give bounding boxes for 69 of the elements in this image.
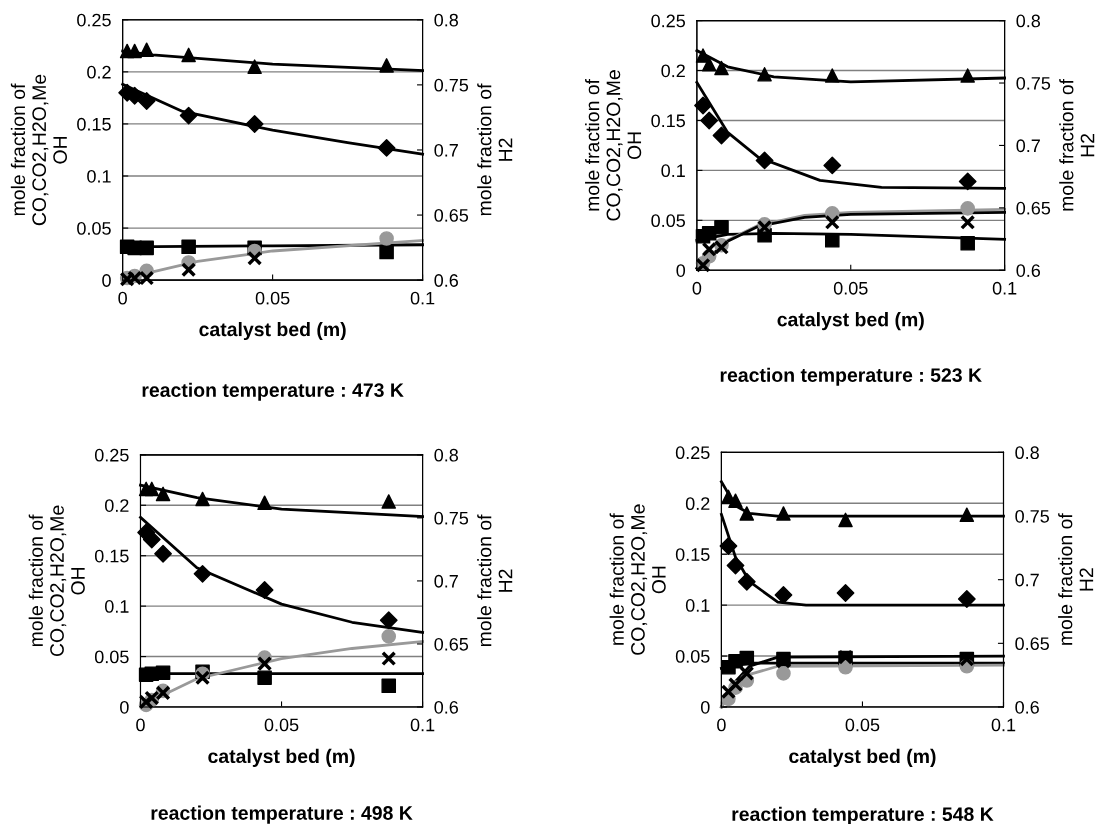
y-tick-label: 0.05 [94,650,129,664]
y-tick-label: 0 [676,264,686,277]
y-axis-title: mole fraction of CO,CO2,H2O,Me OH [28,505,85,657]
x-tick-label: 0.1 [410,718,435,732]
y-tick-label: 0.05 [651,214,686,228]
x-axis-title: catalyst bed (m) [208,748,355,767]
y-tick-label: 0.2 [685,497,710,511]
y-tick-label: 0.15 [675,548,710,561]
y2-tick-label: 0.8 [434,448,459,462]
y2-tick-label: 0.65 [1015,637,1049,651]
y-tick-label: 0.15 [94,549,129,563]
text: reaction temperature : 523 K [720,367,982,386]
y2-tick-label: 0.7 [434,143,458,157]
y2-axis-title: mole fraction of H2 [1059,78,1095,211]
x-tick-label: 0.05 [845,718,880,732]
y2-tick-label: 0.8 [1016,14,1041,28]
y-tick-label: 0.25 [77,13,111,27]
x-tick-label: 0.1 [991,718,1016,732]
text: reaction temperature : 473 K [142,382,404,401]
y-tick-label: 0.1 [104,600,129,613]
y2-tick-label: 0.8 [434,13,459,27]
y2-tick-label: 0.7 [1015,573,1039,587]
y-tick-label: 0.25 [94,448,129,462]
x-tick-label: 0.1 [410,291,435,305]
x-tick-label: 0 [717,718,726,732]
y-tick-label: 0.1 [685,599,710,612]
y2-axis-title: mole fraction of H2 [477,83,513,216]
x-tick-label: 0.1 [992,281,1017,295]
y2-axis-title: mole fraction of H2 [1058,513,1094,645]
y-tick-label: 0.15 [651,114,686,128]
y-axis-title: mole fraction of CO,CO2,H2O,Me OH [609,504,666,655]
y2-axis-title: mole fraction of H2 [477,514,513,647]
text: reaction temperature : 498 K [151,805,413,824]
y2-tick-label: 0.7 [434,574,458,588]
y2-tick-label: 0.65 [434,637,469,651]
y-tick-label: 0.1 [661,164,685,178]
x-axis-title: catalyst bed (m) [789,748,936,767]
x-tick-label: 0.05 [264,718,299,732]
y2-tick-label: 0.6 [1015,700,1039,714]
y-tick-label: 0.2 [661,64,685,78]
y-tick-label: 0.05 [77,222,111,235]
y-tick-label: 0.2 [87,65,111,79]
y2-tick-label: 0.65 [434,209,469,222]
y2-tick-label: 0.8 [1015,446,1039,460]
x-axis-title: catalyst bed (m) [199,321,346,341]
y2-tick-label: 0.75 [434,511,469,525]
y2-tick-label: 0.6 [1016,264,1041,277]
y-axis-title: mole fraction of CO,CO2,H2O,Me OH [10,74,67,226]
y2-tick-label: 0.7 [1016,139,1040,153]
x-tick-label: 0.05 [255,291,290,305]
y-tick-label: 0.25 [651,14,686,28]
y-tick-label: 0 [700,700,710,714]
y2-tick-label: 0.75 [434,78,469,92]
y2-tick-label: 0.75 [1016,76,1051,90]
y-tick-label: 0.25 [675,446,710,460]
y2-tick-label: 0.6 [434,700,458,714]
x-axis-title: catalyst bed (m) [777,312,924,331]
y-tick-label: 0.15 [77,117,111,131]
y-tick-label: 0.1 [87,169,111,183]
y2-tick-label: 0.75 [1015,509,1049,523]
y-tick-label: 0.05 [675,650,710,663]
y2-tick-label: 0.65 [1016,201,1051,215]
y2-tick-label: 0.6 [434,274,458,287]
x-tick-label: 0 [136,718,145,732]
y-tick-label: 0 [120,700,129,714]
y-tick-label: 0.2 [104,499,129,512]
text: reaction temperature : 548 K [732,806,994,824]
y-axis-title: mole fraction of CO,CO2,H2O,Me OH [585,70,642,221]
x-tick-label: 0.05 [833,281,868,295]
